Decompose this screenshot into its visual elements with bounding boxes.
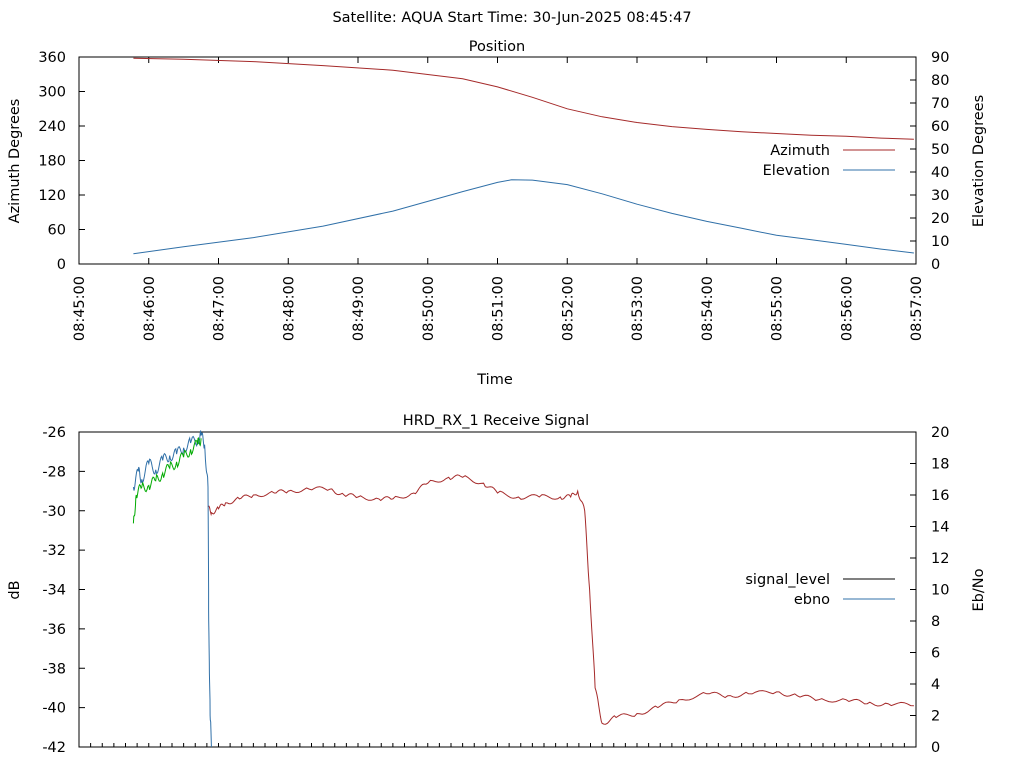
- position-x-tick-label: 08:54:00: [700, 276, 716, 341]
- position-series-Elevation: [133, 179, 914, 255]
- signal-y-tick-label: -38: [42, 661, 66, 677]
- position-y-tick-label: 300: [38, 85, 66, 101]
- signal-y-tick-label: -42: [42, 740, 66, 756]
- position-x-tick-label: 08:52:00: [560, 276, 576, 341]
- signal-y2-tick-label: 6: [931, 646, 940, 662]
- position-y-tick-label: 360: [38, 50, 66, 66]
- signal-y2-tick-label: 8: [931, 614, 940, 630]
- position-y-tick-label: 180: [38, 154, 66, 170]
- signal-chart-title: HRD_RX_1 Receive Signal: [403, 413, 589, 429]
- position-axes: 0 60 120 180 240 300 360 0 10 20 30 40 50 60 70 80 90 08:…: [38, 50, 949, 341]
- signal-y2-tick-label: 10: [931, 583, 949, 599]
- position-y2-tick-label: 30: [931, 188, 949, 204]
- position-y2-tick-label: 80: [931, 73, 949, 89]
- figure-title: Satellite: AQUA Start Time: 30-Jun-2025 …: [332, 10, 691, 26]
- position-chart-title: Position: [469, 39, 525, 55]
- position-x-tick-label: 08:45:00: [72, 276, 88, 341]
- signal-y-tick-label: -30: [42, 504, 66, 520]
- signal-plot-frame: [78, 431, 917, 748]
- position-y-tick-label: 240: [38, 119, 66, 135]
- position-plot-frame: [78, 56, 917, 265]
- position-x-tick-label: 08:57:00: [909, 276, 925, 341]
- signal-series-signal_level: [207, 474, 914, 725]
- position-x-tick-label: 08:55:00: [770, 276, 786, 341]
- position-y-tick-label: 120: [38, 188, 66, 204]
- signal-y2-tick-label: 16: [931, 488, 949, 504]
- position-x-tick-label: 08:50:00: [421, 276, 437, 341]
- signal-chart: HRD_RX_1 Receive Signal dB Eb/No -26-28-…: [7, 413, 987, 756]
- position-legend-label: Azimuth: [770, 143, 830, 159]
- position-series: [133, 57, 914, 255]
- signal-legend-label: signal_level: [745, 572, 830, 588]
- signal-series: [132, 430, 914, 748]
- position-x-tick-label: 08:48:00: [281, 276, 297, 341]
- signal-y2-tick-label: 18: [931, 457, 949, 473]
- position-xlabel: Time: [476, 372, 513, 388]
- position-x-tick-label: 08:53:00: [630, 276, 646, 341]
- position-ylabel: Azimuth Degrees: [7, 99, 23, 224]
- position-x-tick-label: 08:47:00: [212, 276, 228, 341]
- position-y2-tick-label: 40: [931, 165, 949, 181]
- position-y2-tick-label: 70: [931, 96, 949, 112]
- signal-y-tick-label: -32: [42, 543, 66, 559]
- signal-legend-label: ebno: [794, 592, 830, 608]
- signal-y2-tick-label: 4: [931, 677, 940, 693]
- position-series-Azimuth: [133, 57, 914, 140]
- position-x-tick-label: 08:46:00: [142, 276, 158, 341]
- position-y-tick-label: 60: [48, 223, 66, 239]
- position-x-tick-label: 08:56:00: [839, 276, 855, 341]
- signal-y2-tick-label: 12: [931, 551, 949, 567]
- position-legend-label: Elevation: [763, 163, 830, 179]
- position-y2-tick-label: 90: [931, 50, 949, 66]
- signal-y2-tick-label: 14: [931, 520, 949, 536]
- signal-axes: -26 -28 -30 -32 -34 -36 -38 -40 -42 0 2 4 6 8 10 12 14 16…: [42, 425, 949, 756]
- position-x-tick-label: 08:49:00: [351, 276, 367, 341]
- position-y2-tick-label: 20: [931, 211, 949, 227]
- signal-y2-tick-label: 20: [931, 425, 949, 441]
- position-x-tick-label: 08:51:00: [491, 276, 507, 341]
- signal-y-tick-label: -36: [42, 622, 66, 638]
- signal-y-tick-label: -28: [42, 464, 66, 480]
- position-y2-tick-label: 60: [931, 119, 949, 135]
- signal-series-unnamed: [132, 436, 202, 524]
- position-y2-tick-label: 0: [931, 257, 940, 273]
- signal-y-tick-label: -34: [42, 583, 66, 599]
- signal-y-tick-label: -26: [42, 425, 66, 441]
- signal-series-ebno: [132, 430, 212, 748]
- position-y-tick-label: 0: [57, 257, 66, 273]
- position-y2-tick-label: 10: [931, 234, 949, 250]
- signal-y2-tick-label: 2: [931, 709, 940, 725]
- signal-y2-tick-label: 0: [931, 740, 940, 756]
- position-chart: Position Azimuth Degrees Elevation Degre…: [7, 39, 987, 388]
- signal-ylabel: dB: [7, 580, 23, 599]
- position-legend: Azimuth Elevation: [763, 143, 895, 179]
- signal-y-tick-label: -40: [42, 701, 66, 717]
- position-y2-tick-label: 50: [931, 142, 949, 158]
- position-y2label: Elevation Degrees: [971, 95, 987, 227]
- signal-y2label: Eb/No: [971, 568, 987, 611]
